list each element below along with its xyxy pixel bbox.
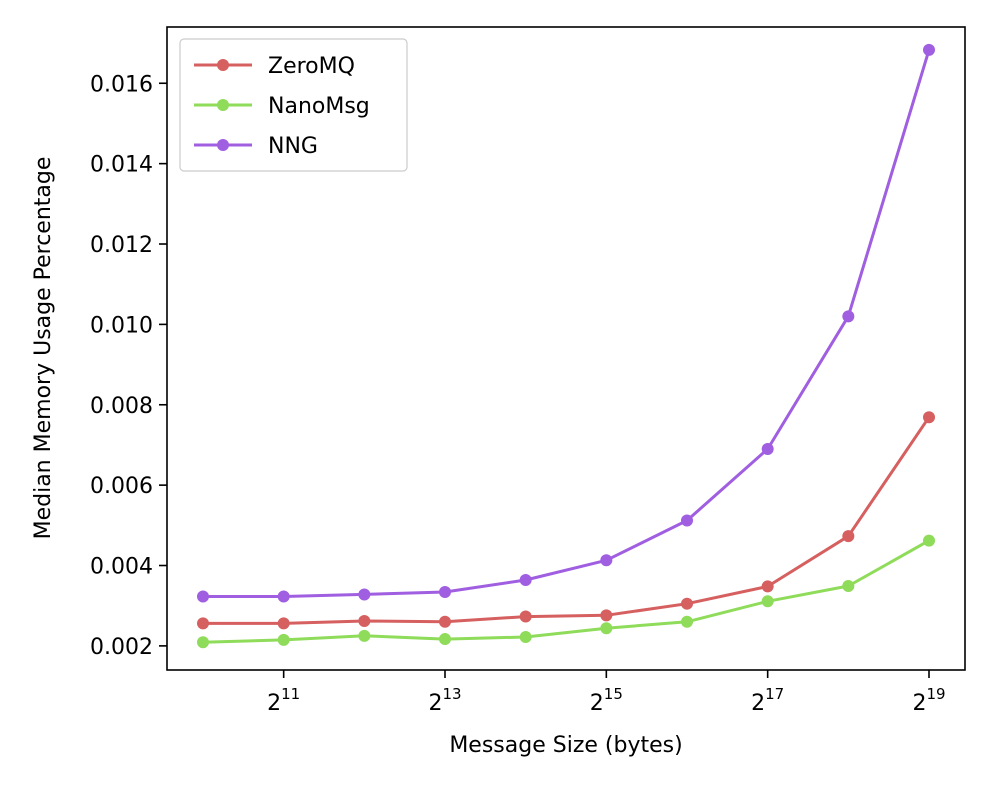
legend-label-zeromq: ZeroMQ [268,54,355,79]
x-tick-label: 211 [267,685,300,716]
data-point-nng [439,586,451,599]
data-point-zeromq [761,580,774,593]
x-tick-base: 2 [267,691,281,716]
data-point-zeromq [600,609,613,622]
data-point-zeromq [277,617,290,630]
y-tick-label: 0.006 [90,474,153,499]
legend-label-nng: NNG [268,134,318,159]
data-point-nanomsg [842,580,855,593]
data-point-zeromq [439,615,451,628]
series-line-nanomsg [202,539,930,644]
data-point-zeromq [197,617,209,630]
data-point-zeromq [842,530,855,543]
x-tick-exponent: 11 [281,685,300,703]
legend-marker-zeromq [217,59,229,71]
x-tick-exponent: 17 [765,685,784,703]
data-point-nng [197,590,209,603]
data-point-nng [277,590,290,603]
data-point-nanomsg [519,631,532,644]
x-tick-base: 2 [751,691,765,716]
data-point-nng [923,43,935,56]
y-tick-label: 0.002 [90,635,153,660]
y-tick-label: 0.004 [90,555,153,580]
data-point-nng [761,442,774,455]
data-point-nng [681,514,693,527]
x-tick-exponent: 13 [442,685,461,703]
x-tick-base: 2 [428,691,442,716]
x-axis-label: Message Size (bytes) [449,733,682,758]
data-point-zeromq [681,597,693,610]
series-line-nng [203,49,931,598]
data-point-zeromq [519,610,532,623]
y-axis: 0.002 0.004 0.006 0.008 0.010 0.012 0.014 0.016 [90,72,167,660]
legend-label-nanomsg: NanoMsg [268,94,370,119]
x-tick-exponent: 15 [604,685,623,703]
series-line-zeromq [203,416,931,625]
x-tick-label: 217 [751,685,784,716]
data-point-zeromq [923,411,935,424]
x-tick-label: 213 [428,685,461,716]
y-tick-label: 0.016 [90,72,153,97]
legend-marker-nanomsg [217,99,229,111]
y-tick-label: 0.012 [90,233,153,258]
y-tick-label: 0.010 [90,313,153,338]
legend-box [179,38,408,172]
data-point-nanomsg [761,595,774,608]
data-point-nng [842,310,855,323]
y-axis-label: Median Memory Usage Percentage [31,157,56,540]
y-tick-label: 0.014 [90,153,153,178]
x-tick-base: 2 [912,691,926,716]
data-point-nanomsg [277,633,290,646]
legend: ZeroMQ NanoMsg NNG [179,38,408,172]
x-tick-label: 215 [590,685,623,716]
x-tick-base: 2 [590,691,604,716]
data-point-nanomsg [358,629,371,642]
data-point-nanomsg [439,633,451,646]
data-point-nng [519,573,532,586]
data-point-nanomsg [600,622,613,635]
plot-area [197,43,935,649]
x-axis: 211 213 215 217 219 [267,670,946,716]
x-tick-label: 219 [912,685,945,716]
plot-frame [166,26,966,671]
data-point-nanomsg [197,636,209,649]
data-point-nng [600,554,613,567]
data-point-nng [358,588,371,601]
x-tick-exponent: 19 [926,685,945,703]
data-point-nanomsg [681,615,693,628]
legend-marker-nng [217,139,229,151]
data-point-zeromq [358,614,371,627]
data-point-nanomsg [923,534,935,547]
y-tick-label: 0.008 [90,394,153,419]
